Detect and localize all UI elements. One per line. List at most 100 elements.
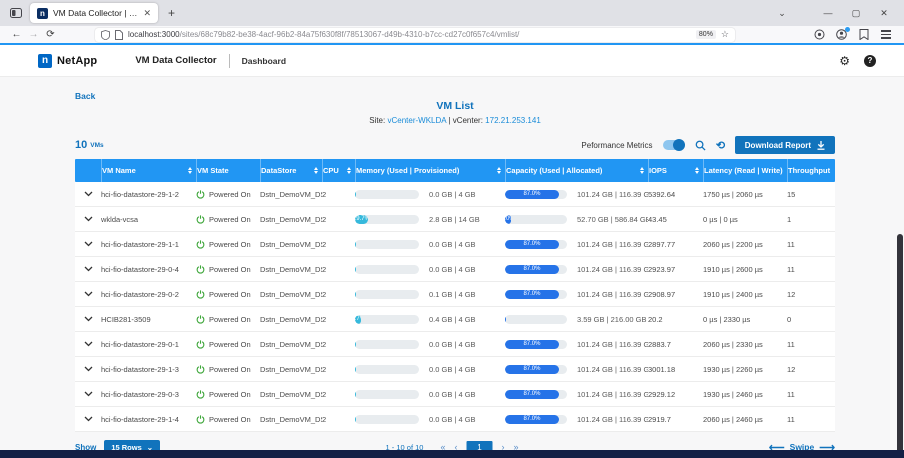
back-link[interactable]: Back [75,91,96,101]
memory-bar-fill [355,239,356,249]
vm-state-cell: Powered On [196,390,260,399]
minimize-button[interactable]: — [823,8,833,18]
column-header-iops[interactable]: IOPS [648,159,703,182]
refresh-icon[interactable]: ⟳ [715,139,725,152]
vm-name-cell: hci-fio-datastore-29-0-1 [101,339,179,349]
header-divider [228,53,230,68]
datastore-cell: Dstn_DemoVM_DS01 [260,414,322,424]
capacity-value: 101.24 GB | 116.39 GB [577,239,648,249]
extension-icon[interactable] [857,28,870,41]
bookmark-star-icon[interactable]: ☆ [720,29,729,39]
next-page-button[interactable]: › [501,442,505,452]
browser-tab[interactable]: n VM Data Collector | NetApp ✕ [30,3,158,23]
sort-icon[interactable] [188,167,192,174]
performance-metrics-toggle[interactable] [662,139,685,151]
last-page-button[interactable]: » [513,442,519,452]
tracking-protection-shield-icon[interactable] [101,29,110,40]
memory-bar-fill [355,389,356,399]
capacity-value: 101.24 GB | 116.39 GB [577,339,648,349]
datastore-cell: Dstn_DemoVM_DS01 [260,389,322,399]
row-expand-chevron-icon[interactable] [75,291,101,297]
column-header-cpu[interactable]: CPU [322,159,355,182]
new-tab-button[interactable]: + [168,6,176,20]
memory-value: 0.0 GB | 4 GB [429,414,476,424]
column-header-vm-name[interactable]: VM Name [101,159,196,182]
sort-icon[interactable] [314,167,318,174]
nav-dashboard-link[interactable]: Dashboard [241,55,287,66]
back-icon[interactable]: ← [11,29,22,40]
iops-cell: 2923.97 [648,264,676,274]
download-report-button[interactable]: Download Report [734,136,835,154]
menu-icon[interactable] [879,28,892,41]
table-header-row: VM Name VM State DataStore CPU Memory (U… [75,159,835,182]
maximize-button[interactable]: ▢ [851,7,861,18]
vertical-scrollbar[interactable] [897,234,903,458]
sort-icon[interactable] [497,167,501,174]
sort-icon[interactable] [695,167,699,174]
column-header-latency[interactable]: Latency (Read | Write) [703,159,787,182]
show-label: Show [75,442,97,452]
datastore-cell: Dstn_DemoVM_DS01 [260,189,322,199]
sort-icon[interactable] [347,167,351,174]
reload-icon[interactable]: ⟳ [46,29,55,40]
memory-cell: 0.0 GB | 4 GB [355,189,505,199]
vm-state-label: Powered On [209,389,251,399]
site-link[interactable]: vCenter-WKLDA [387,116,447,125]
throughput-cell: 12 [787,289,796,299]
capacity-cell: 87.0% 101.24 GB | 116.39 GB [505,389,648,399]
site-info-icon[interactable] [115,29,123,40]
memory-value: 0.0 GB | 4 GB [429,364,476,374]
tab-close-icon[interactable]: ✕ [143,7,151,18]
search-icon[interactable] [695,140,706,151]
list-all-tabs-icon[interactable]: ⌄ [778,7,786,18]
row-expand-chevron-icon[interactable] [75,241,101,247]
column-header-vm-state[interactable]: VM State [196,159,260,182]
throughput-cell: 11 [787,414,795,424]
iops-cell: 2929.12 [648,389,676,399]
capacity-percent-label: 9.0% [505,216,511,222]
window-close-button[interactable]: ✕ [880,7,888,18]
datastore-cell: Dstn_DemoVM_DS01 [260,289,322,299]
table-body: hci-fio-datastore-29-1-2 Powered On Dstn… [75,182,835,432]
row-expand-chevron-icon[interactable] [75,341,101,347]
power-on-icon [196,364,205,374]
vm-name-cell: wklda-vcsa [101,214,139,224]
sort-icon[interactable] [640,167,644,174]
vm-state-label: Powered On [209,239,251,249]
throughput-cell: 11 [787,264,795,274]
row-expand-chevron-icon[interactable] [75,266,101,272]
row-expand-chevron-icon[interactable] [75,416,101,422]
vm-state-cell: Powered On [196,265,260,274]
row-expand-chevron-icon[interactable] [75,216,101,222]
column-header-memory[interactable]: Memory (Used | Provisioned) [355,159,505,182]
row-expand-chevron-icon[interactable] [75,366,101,372]
capacity-bar-fill: 9.0% [505,214,511,224]
vcenter-link[interactable]: 172.21.253.141 [485,116,541,125]
row-expand-chevron-icon[interactable] [75,316,101,322]
datastore-cell: Dstn_DemoVM_DS01 [260,339,322,349]
privacy-mode-icon[interactable] [813,28,826,41]
vm-state-cell: Powered On [196,190,260,199]
table-row: HCIB281-3509 Powered On Dstn_DemoVM_DS01… [75,307,835,332]
row-expand-chevron-icon[interactable] [75,391,101,397]
prev-page-button[interactable]: ‹ [454,442,458,452]
settings-gear-icon[interactable]: ⚙ [839,53,850,68]
column-header-throughput[interactable]: Throughput [787,159,835,182]
power-on-icon [196,314,205,324]
row-expand-chevron-icon[interactable] [75,191,101,197]
cpu-cell: 2 [322,339,327,349]
capacity-bar-fill: 87.0% [505,414,559,424]
column-header-capacity[interactable]: Capacity (Used | Allocated) [505,159,648,182]
memory-bar-fill [355,264,356,274]
first-page-button[interactable]: « [440,442,446,452]
zoom-level-badge[interactable]: 80% [695,30,716,39]
vm-state-label: Powered On [209,189,251,199]
column-header-datastore[interactable]: DataStore [260,159,322,182]
table-toolbar: 10 VMs Peformance Metrics ⟳ Download Rep… [75,135,835,155]
help-icon[interactable]: ? [864,54,876,67]
cpu-cell: 2 [322,414,327,424]
forward-icon[interactable]: → [28,29,39,40]
firefox-view-icon[interactable] [8,6,24,20]
url-bar[interactable]: localhost:3000/sites/68c79b82-be38-4acf-… [95,27,735,42]
account-icon[interactable] [835,27,850,41]
